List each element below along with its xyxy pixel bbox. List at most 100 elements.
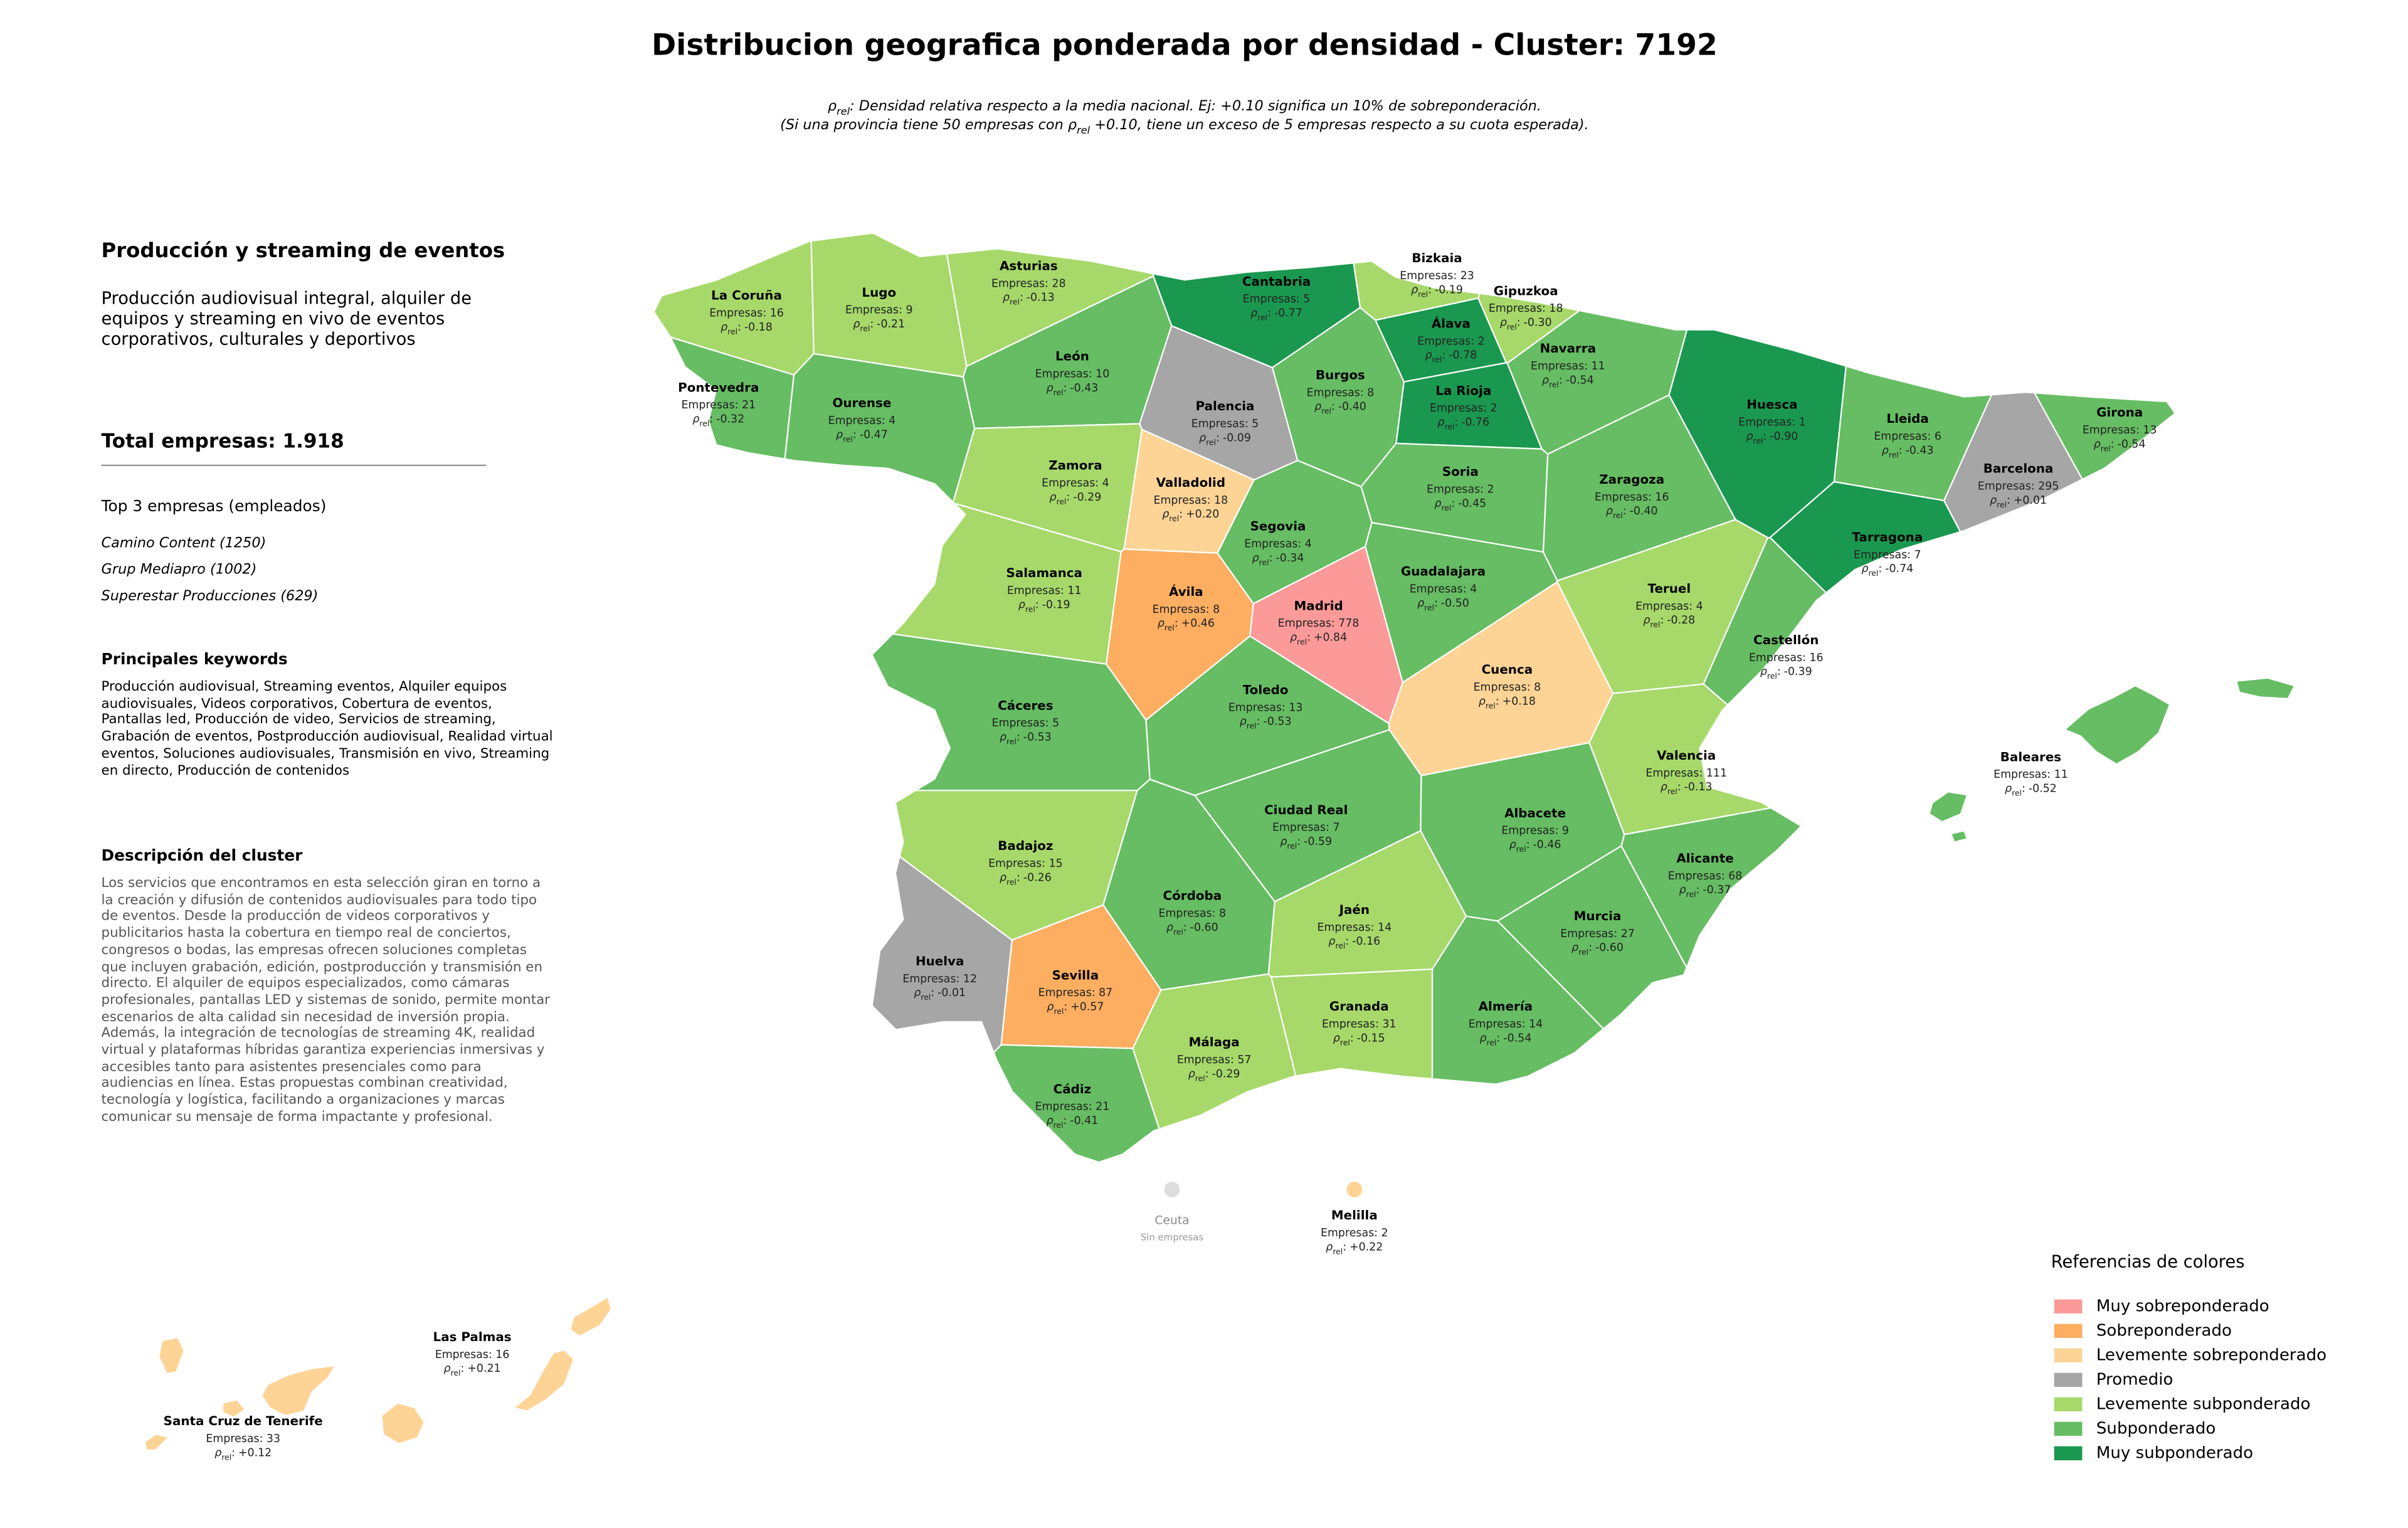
- rho-symbol: ρ: [1000, 871, 1006, 884]
- rho-value: -0.59: [1304, 836, 1332, 848]
- rho-sep: :: [931, 987, 934, 999]
- province-companies: Empresas: 23: [1400, 270, 1474, 282]
- legend-swatch: [2054, 1446, 2083, 1461]
- rho-symbol: ρ: [1480, 1032, 1487, 1044]
- province-companies: Empresas: 27: [1560, 928, 1635, 940]
- province-rho: ρrel: -0.47: [836, 428, 888, 443]
- province-rho: ρrel: -0.32: [692, 413, 744, 428]
- rho-symbol: ρ: [1746, 430, 1753, 443]
- rho-sep: :: [1451, 497, 1455, 510]
- rho-symbol: ρ: [1199, 432, 1206, 444]
- rho-symbol: ρ: [836, 428, 843, 441]
- province-name: Zamora: [1048, 459, 1102, 473]
- province-companies: Empresas: 8: [1474, 681, 1541, 694]
- rho-symbol: ρ: [1050, 491, 1057, 504]
- province-rho: ρrel: -0.53: [1000, 731, 1052, 746]
- rho-value: -0.32: [716, 413, 744, 426]
- province-companies: Empresas: 111: [1645, 767, 1727, 780]
- province-companies: Empresas: 18: [1489, 302, 1563, 315]
- province-name: Huelva: [916, 954, 964, 968]
- province-rho: ρrel: -0.74: [1861, 563, 1913, 578]
- panel-heading: Producción y streaming de eventos: [101, 240, 505, 264]
- province-name: Lugo: [862, 285, 896, 300]
- rho-value: -0.60: [1595, 942, 1624, 954]
- legend-swatch: [2054, 1372, 2083, 1387]
- rho-sub: rel: [1441, 503, 1451, 512]
- top-company: Superestar Producciones (629): [101, 589, 319, 605]
- province-name: Cantabria: [1242, 274, 1311, 289]
- rho-symbol: ρ: [1542, 374, 1549, 386]
- rho-symbol: ρ: [1047, 382, 1054, 395]
- rho-sub: rel: [1432, 355, 1442, 364]
- province-companies: Empresas: 13: [2083, 424, 2157, 437]
- province-rho: ρrel: -0.29: [1050, 491, 1102, 506]
- rho-sep: :: [1517, 316, 1521, 329]
- province-name: Badajoz: [998, 839, 1053, 853]
- province-name: Salamanca: [1006, 566, 1082, 580]
- panel-summary: Producción audiovisual integral, alquile…: [101, 288, 472, 349]
- province-rho: ρrel: +0.57: [1047, 1001, 1104, 1016]
- rho-value: -0.41: [1070, 1115, 1098, 1127]
- province-rho: ρrel: -0.19: [1018, 598, 1070, 613]
- province-companies: Empresas: 6: [1874, 430, 1941, 443]
- rho-value: -0.29: [1073, 491, 1101, 504]
- rho-sep: :: [2111, 438, 2115, 450]
- province-name: Barcelona: [1983, 462, 2054, 476]
- rho-sep: :: [1175, 617, 1178, 630]
- province-rho: ρrel: -0.54: [1542, 374, 1594, 389]
- rho-value: +0.22: [1349, 1241, 1383, 1253]
- rho-symbol: ρ: [1000, 731, 1006, 744]
- province-companies: Empresas: 7: [1272, 822, 1340, 834]
- rho-sep: :: [1345, 935, 1349, 948]
- island: [144, 1433, 169, 1451]
- rho-value: -0.40: [1338, 401, 1366, 413]
- rho-sub: rel: [1195, 1073, 1205, 1083]
- province-name: Las Palmas: [433, 1330, 512, 1344]
- province: [809, 233, 968, 378]
- rho-value: -0.39: [1784, 666, 1812, 678]
- rho-sub: rel: [843, 434, 853, 443]
- rho-sub: rel: [1767, 671, 1777, 681]
- province-companies: Empresas: 11: [1007, 585, 1082, 597]
- rho-sep: :: [1526, 839, 1530, 851]
- legend-swatch: [2054, 1324, 2083, 1338]
- province-name: Pontevedra: [678, 380, 759, 395]
- province-rho: ρrel: -0.30: [1500, 316, 1552, 331]
- province-name: Murcia: [1574, 909, 1622, 923]
- province-companies: Empresas: 2: [1321, 1227, 1388, 1239]
- rho-symbol: ρ: [1479, 695, 1486, 708]
- island: [1950, 830, 1968, 842]
- province-companies: Empresas: 4: [1635, 600, 1703, 613]
- province-rho: ρrel: -0.34: [1252, 552, 1304, 567]
- province-companies: Empresas: 31: [1322, 1018, 1397, 1031]
- rho-sep: :: [1179, 508, 1183, 521]
- province-rho: ρrel: -0.40: [1606, 505, 1658, 520]
- rho-symbol: ρ: [1280, 836, 1287, 848]
- legend-swatch: [2054, 1421, 2083, 1436]
- rho-sub: rel: [1486, 701, 1496, 710]
- rho-symbol: ρ: [1411, 284, 1418, 296]
- province-name: Córdoba: [1163, 889, 1222, 903]
- rho-sep: :: [1696, 884, 1700, 896]
- rho-sub: rel: [1025, 604, 1035, 613]
- legend-swatch: [2054, 1348, 2083, 1362]
- province-name: Zaragoza: [1599, 472, 1664, 487]
- province-rho: ρrel: -0.60: [1166, 921, 1218, 936]
- province-rho: ρrel: -0.46: [1509, 839, 1561, 854]
- province-rho: ρrel: -0.90: [1746, 430, 1798, 445]
- subtitle-part: (Si una provincia tiene 50 empresas con …: [780, 116, 1077, 132]
- rho-sub: rel: [1650, 620, 1661, 629]
- rho-sub: rel: [1686, 889, 1696, 899]
- rho-sub: rel: [1997, 500, 2007, 509]
- rho-symbol: ρ: [1679, 884, 1686, 896]
- legend-label: Promedio: [2096, 1370, 2173, 1389]
- province-companies: Empresas: 68: [1668, 870, 1743, 883]
- province-rho: ρrel: -0.45: [1434, 497, 1486, 512]
- rho-sep: :: [1496, 1032, 1500, 1044]
- rho-sub: rel: [1054, 1120, 1064, 1130]
- rho-sub: rel: [1287, 841, 1297, 851]
- rho-sub: rel: [1006, 877, 1017, 886]
- province-name: La Rioja: [1435, 383, 1491, 398]
- island: [569, 1296, 612, 1337]
- rho-value: -0.40: [1630, 505, 1658, 517]
